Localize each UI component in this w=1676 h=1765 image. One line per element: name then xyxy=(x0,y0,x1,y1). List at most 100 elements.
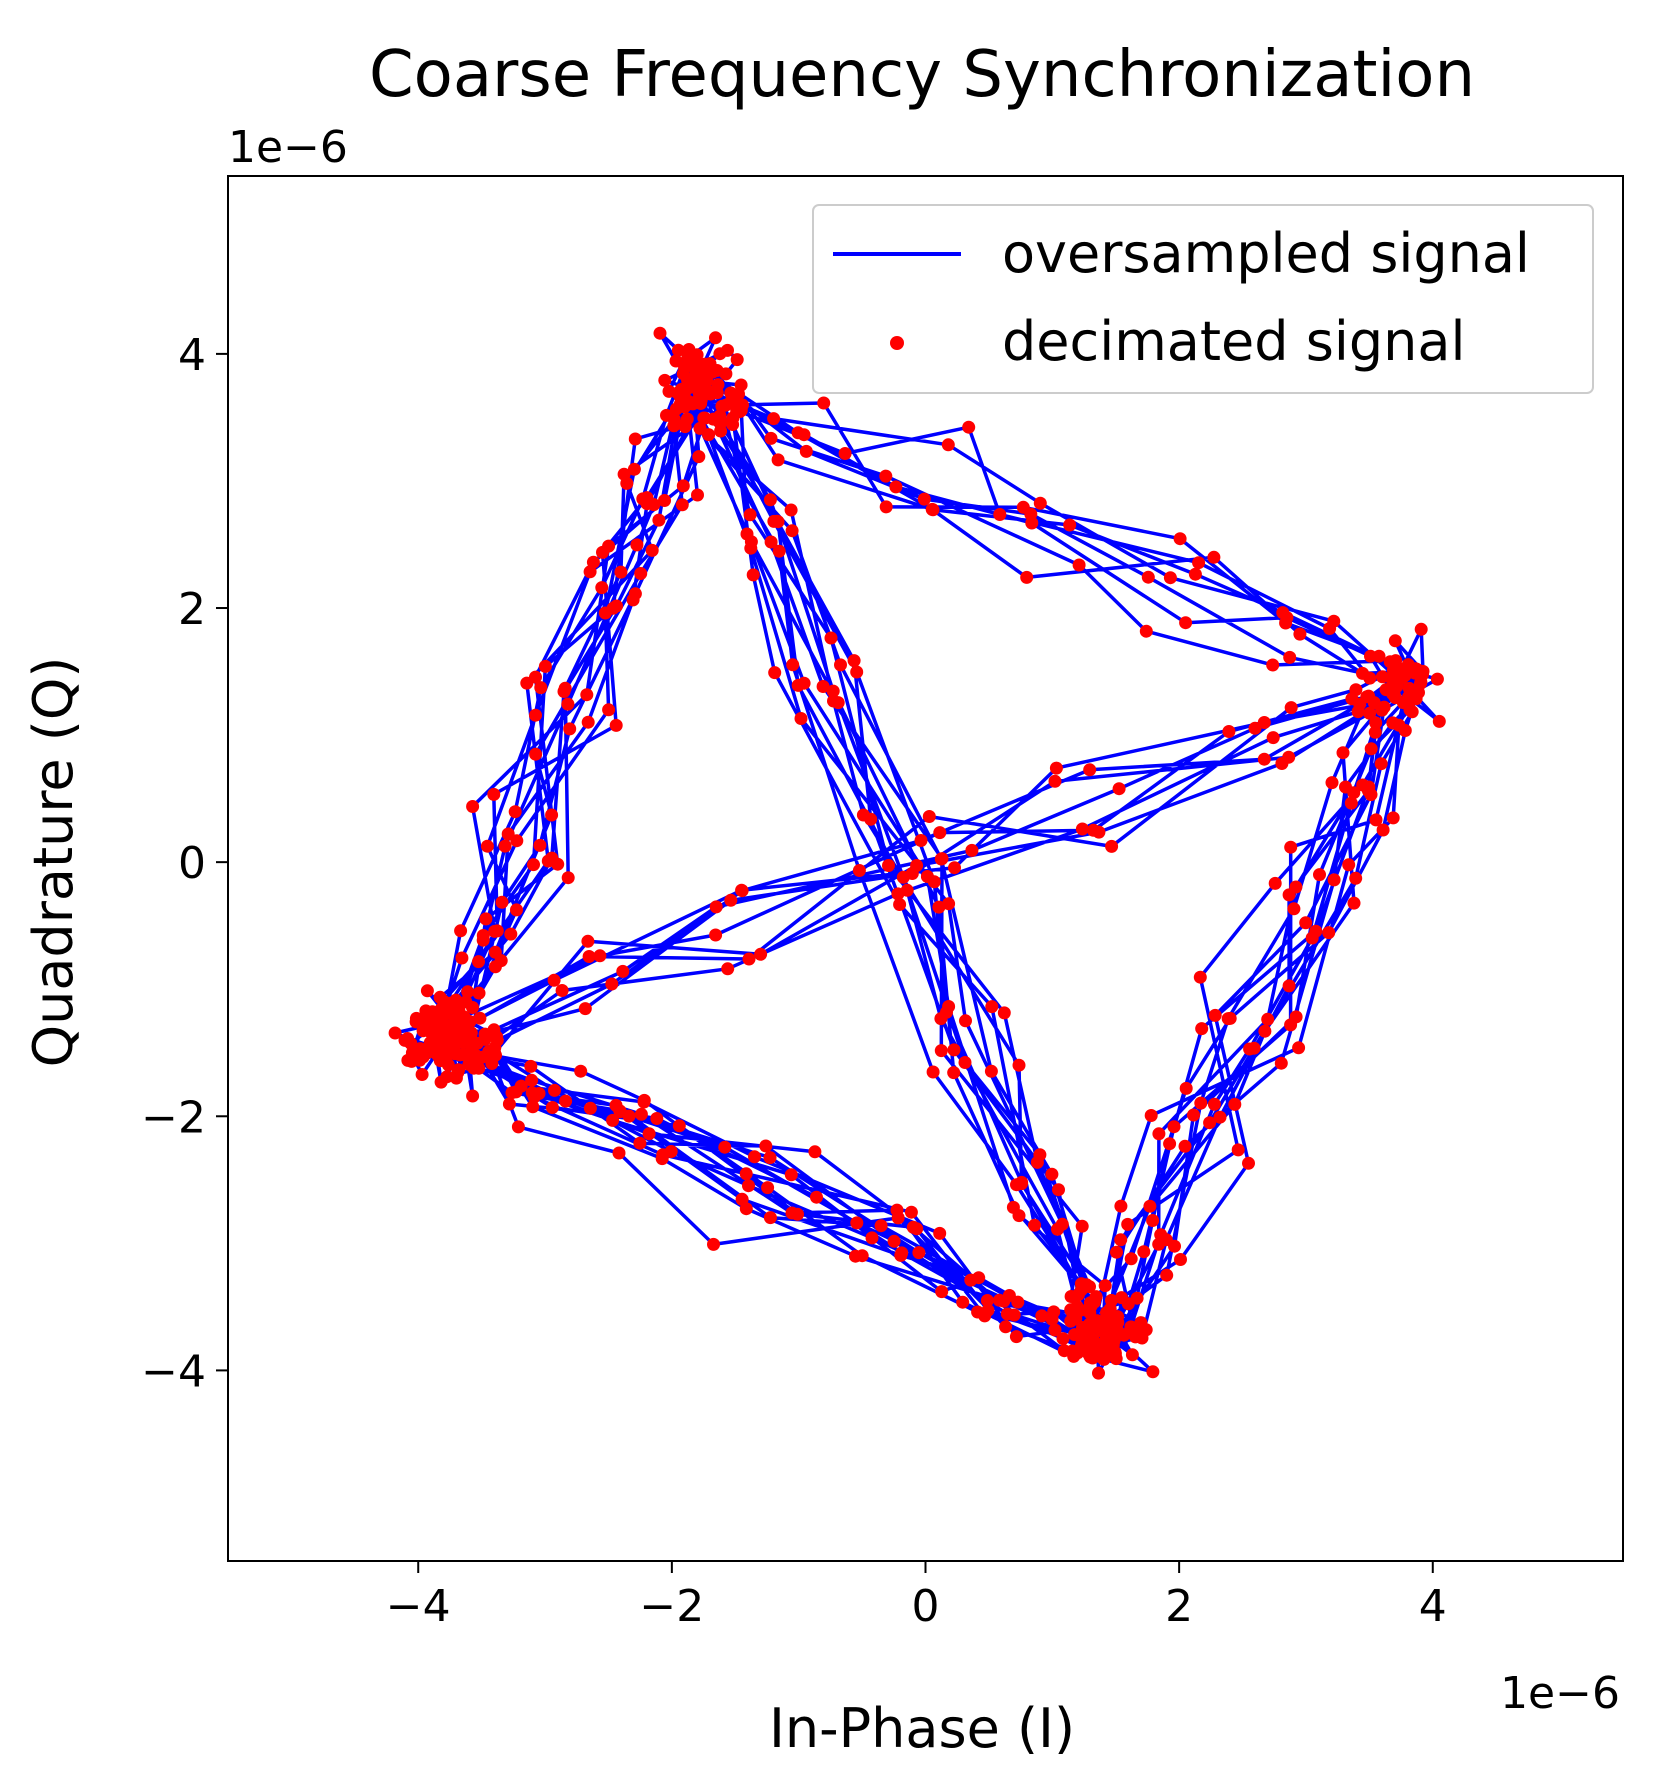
data-point-decimated xyxy=(438,1021,452,1035)
data-point-decimated xyxy=(730,353,744,367)
data-point-decimated xyxy=(602,703,616,717)
data-point-decimated xyxy=(768,666,782,680)
data-point-decimated xyxy=(1095,1351,1109,1364)
data-point-decimated xyxy=(797,676,811,690)
data-point-decimated xyxy=(533,838,547,852)
data-point-decimated xyxy=(626,593,640,607)
data-point-decimated xyxy=(442,1031,455,1045)
plot-frame xyxy=(227,175,1624,1562)
data-point-decimated xyxy=(514,1079,528,1093)
legend-box xyxy=(812,204,1594,394)
data-point-decimated xyxy=(978,1309,992,1323)
data-point-decimated xyxy=(1293,627,1307,641)
x-tick-label: 0 xyxy=(912,1581,940,1632)
data-point-decimated xyxy=(1035,1309,1049,1323)
data-point-decimated xyxy=(1368,725,1382,739)
data-point-decimated xyxy=(504,927,518,941)
data-point-decimated xyxy=(630,538,644,552)
data-point-decimated xyxy=(1020,570,1034,584)
data-point-decimated xyxy=(894,1248,908,1262)
data-point-decimated xyxy=(770,514,784,528)
data-point-decimated xyxy=(1071,1288,1085,1302)
data-point-decimated xyxy=(721,962,735,976)
data-point-decimated xyxy=(561,871,575,885)
data-point-decimated xyxy=(785,524,799,538)
data-point-decimated xyxy=(712,415,726,429)
data-point-decimated xyxy=(545,1101,559,1114)
data-point-decimated xyxy=(942,1000,956,1013)
data-point-decimated xyxy=(947,1066,961,1080)
data-point-decimated xyxy=(826,684,840,698)
data-point-decimated xyxy=(490,1033,504,1047)
data-point-decimated xyxy=(784,1168,798,1182)
data-point-decimated xyxy=(754,947,768,961)
data-point-decimated xyxy=(1114,1233,1128,1247)
data-point-decimated xyxy=(545,808,559,822)
data-point-decimated xyxy=(993,508,1007,521)
data-point-decimated xyxy=(1163,1137,1177,1151)
data-point-decimated xyxy=(558,681,572,695)
data-point-decimated xyxy=(1364,649,1377,663)
data-point-decimated xyxy=(934,1044,948,1058)
data-point-decimated xyxy=(527,858,540,872)
data-point-decimated xyxy=(1289,1010,1303,1024)
data-point-decimated xyxy=(534,681,548,695)
data-point-decimated xyxy=(1146,1214,1160,1227)
data-point-decimated xyxy=(893,898,907,911)
data-point-decimated xyxy=(555,984,569,997)
data-point-decimated xyxy=(1056,1332,1070,1346)
data-point-decimated xyxy=(1012,1058,1026,1072)
data-point-decimated xyxy=(850,665,864,679)
data-point-decimated xyxy=(1083,763,1097,777)
data-point-decimated xyxy=(1048,774,1062,788)
data-point-decimated xyxy=(445,1045,459,1058)
data-point-decimated xyxy=(834,658,847,672)
data-point-decimated xyxy=(1160,1268,1174,1282)
data-point-decimated xyxy=(735,884,749,898)
data-point-decimated xyxy=(838,447,852,460)
data-point-decimated xyxy=(637,1095,651,1109)
data-point-decimated xyxy=(1363,671,1377,685)
data-point-decimated xyxy=(785,1206,799,1220)
data-point-decimated xyxy=(520,676,534,690)
data-point-decimated xyxy=(1028,1218,1041,1232)
data-point-decimated xyxy=(784,503,798,517)
data-point-decimated xyxy=(1048,1323,1062,1337)
data-point-decimated xyxy=(889,480,903,494)
data-point-decimated xyxy=(664,1145,678,1158)
data-point-decimated xyxy=(405,1054,419,1068)
data-point-decimated xyxy=(742,1179,755,1193)
data-point-decimated xyxy=(984,1064,998,1078)
data-point-decimated xyxy=(480,839,494,853)
data-point-decimated xyxy=(1242,1156,1255,1170)
data-point-decimated xyxy=(1178,1139,1192,1153)
data-point-decimated xyxy=(962,420,976,434)
data-point-decimated xyxy=(1112,782,1126,796)
data-point-decimated xyxy=(574,1064,588,1078)
y-axis-label: Quadrature (Q) xyxy=(22,657,85,1068)
data-point-decimated xyxy=(622,1109,636,1123)
y-scale-label: 1e−6 xyxy=(228,122,348,173)
data-point-decimated xyxy=(1121,1297,1135,1311)
data-point-decimated xyxy=(466,800,480,813)
data-point-decimated xyxy=(559,1094,573,1108)
data-point-decimated xyxy=(438,1007,452,1021)
data-point-decimated xyxy=(548,1083,561,1097)
data-point-decimated xyxy=(1376,823,1390,837)
x-tick-label: 2 xyxy=(1165,1581,1193,1632)
data-point-decimated xyxy=(1289,880,1303,894)
legend: oversampled signal decimated signal xyxy=(812,204,1594,394)
data-point-decimated xyxy=(1173,532,1187,546)
data-point-decimated xyxy=(1080,1331,1094,1345)
data-point-decimated xyxy=(690,348,704,362)
data-point-decimated xyxy=(933,1226,947,1240)
legend-marker-swatch xyxy=(890,336,904,350)
data-point-decimated xyxy=(613,1104,627,1118)
data-point-decimated xyxy=(920,870,934,883)
data-point-decimated xyxy=(1386,811,1400,825)
data-point-decimated xyxy=(472,955,485,969)
data-point-decimated xyxy=(532,1087,546,1100)
data-point-decimated xyxy=(563,722,577,736)
data-point-decimated xyxy=(914,834,928,847)
data-point-decimated xyxy=(609,718,623,732)
